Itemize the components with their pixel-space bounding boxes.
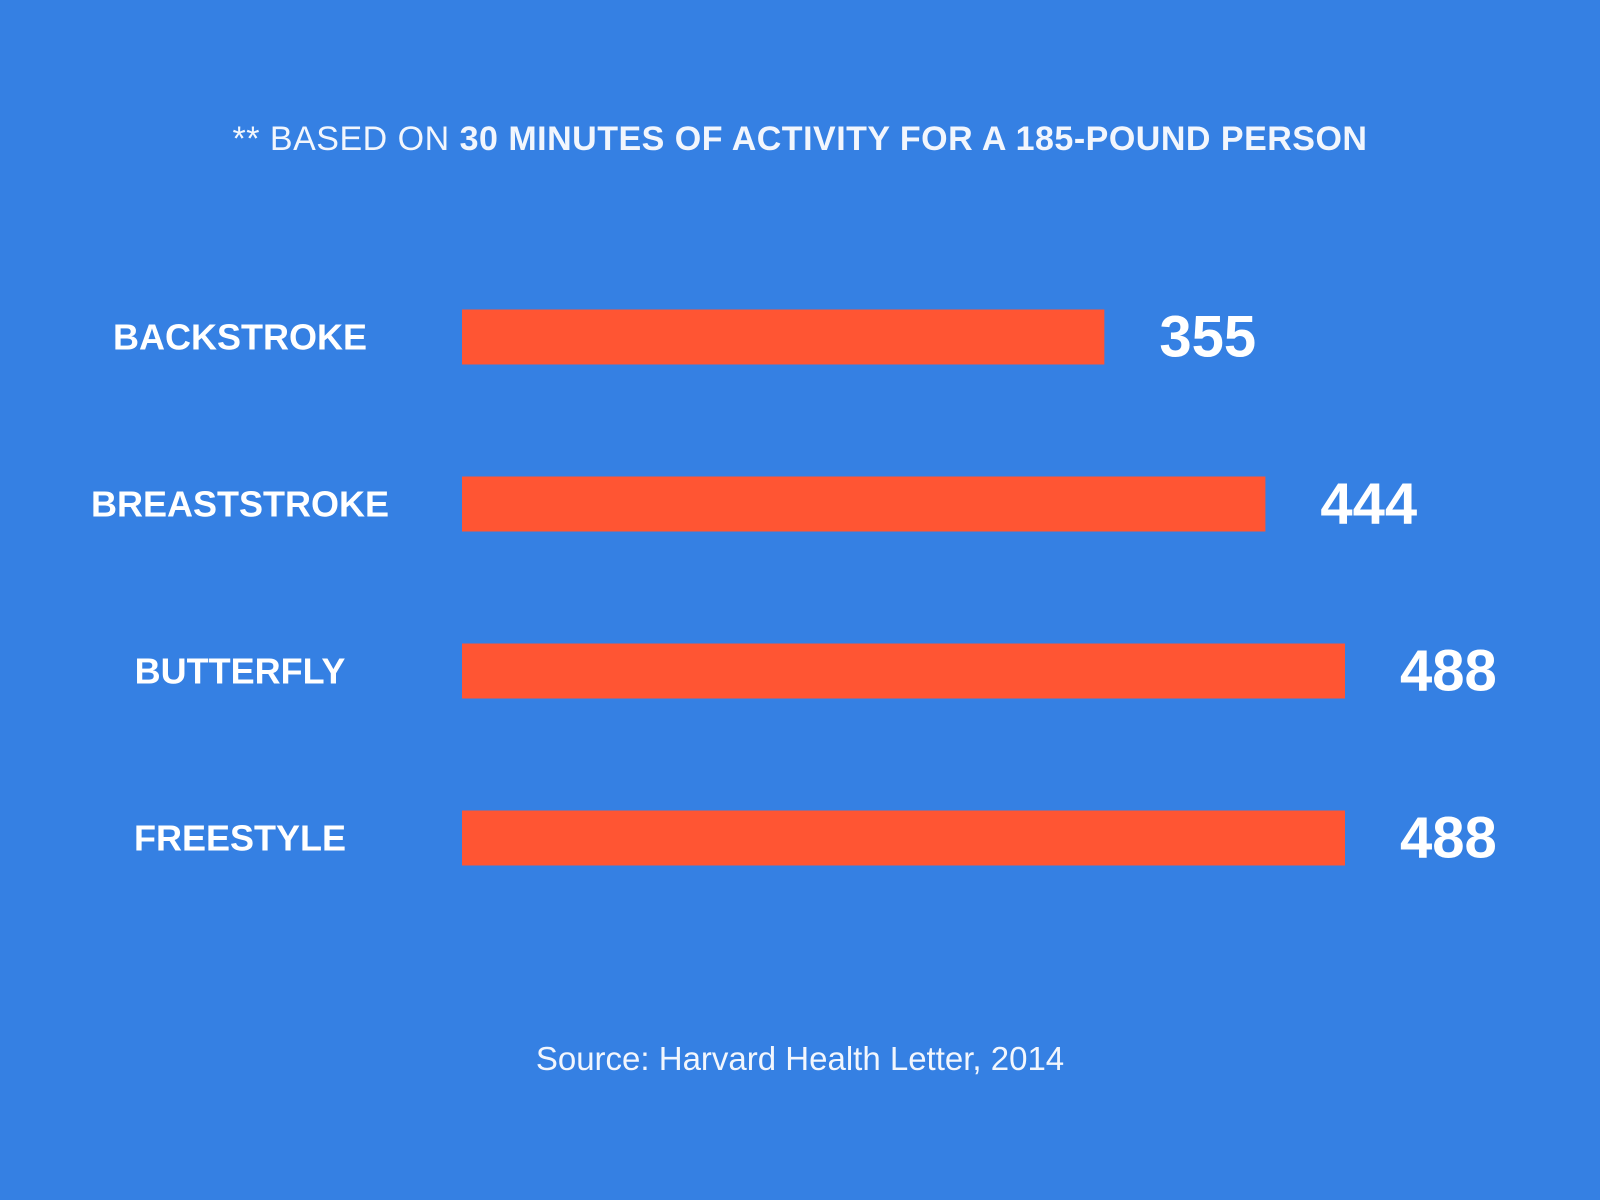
value-label-backstroke: 355 — [1159, 305, 1256, 370]
bar-butterfly — [462, 643, 1345, 699]
value-label-butterfly: 488 — [1400, 639, 1497, 704]
category-label-breaststroke: BREASTSTROKE — [91, 484, 389, 525]
bar-freestyle — [462, 810, 1345, 866]
category-label-backstroke: BACKSTROKE — [113, 317, 367, 358]
category-label-butterfly: BUTTERFLY — [135, 651, 346, 692]
subtitle-prefix: ** BASED ON — [232, 120, 460, 158]
category-label-freestyle: FREESTYLE — [134, 818, 346, 859]
subtitle-emphasis: 30 MINUTES OF ACTIVITY FOR A 185-POUND P… — [459, 120, 1368, 158]
chart-subtitle: ** BASED ON 30 MINUTES OF ACTIVITY FOR A… — [0, 120, 1600, 159]
source-note: Source: Harvard Health Letter, 2014 — [535, 1040, 1065, 1077]
bar-backstroke — [462, 309, 1105, 365]
value-label-breaststroke: 444 — [1320, 472, 1417, 537]
value-label-freestyle: 488 — [1400, 806, 1497, 871]
bar-breaststroke — [462, 476, 1266, 532]
